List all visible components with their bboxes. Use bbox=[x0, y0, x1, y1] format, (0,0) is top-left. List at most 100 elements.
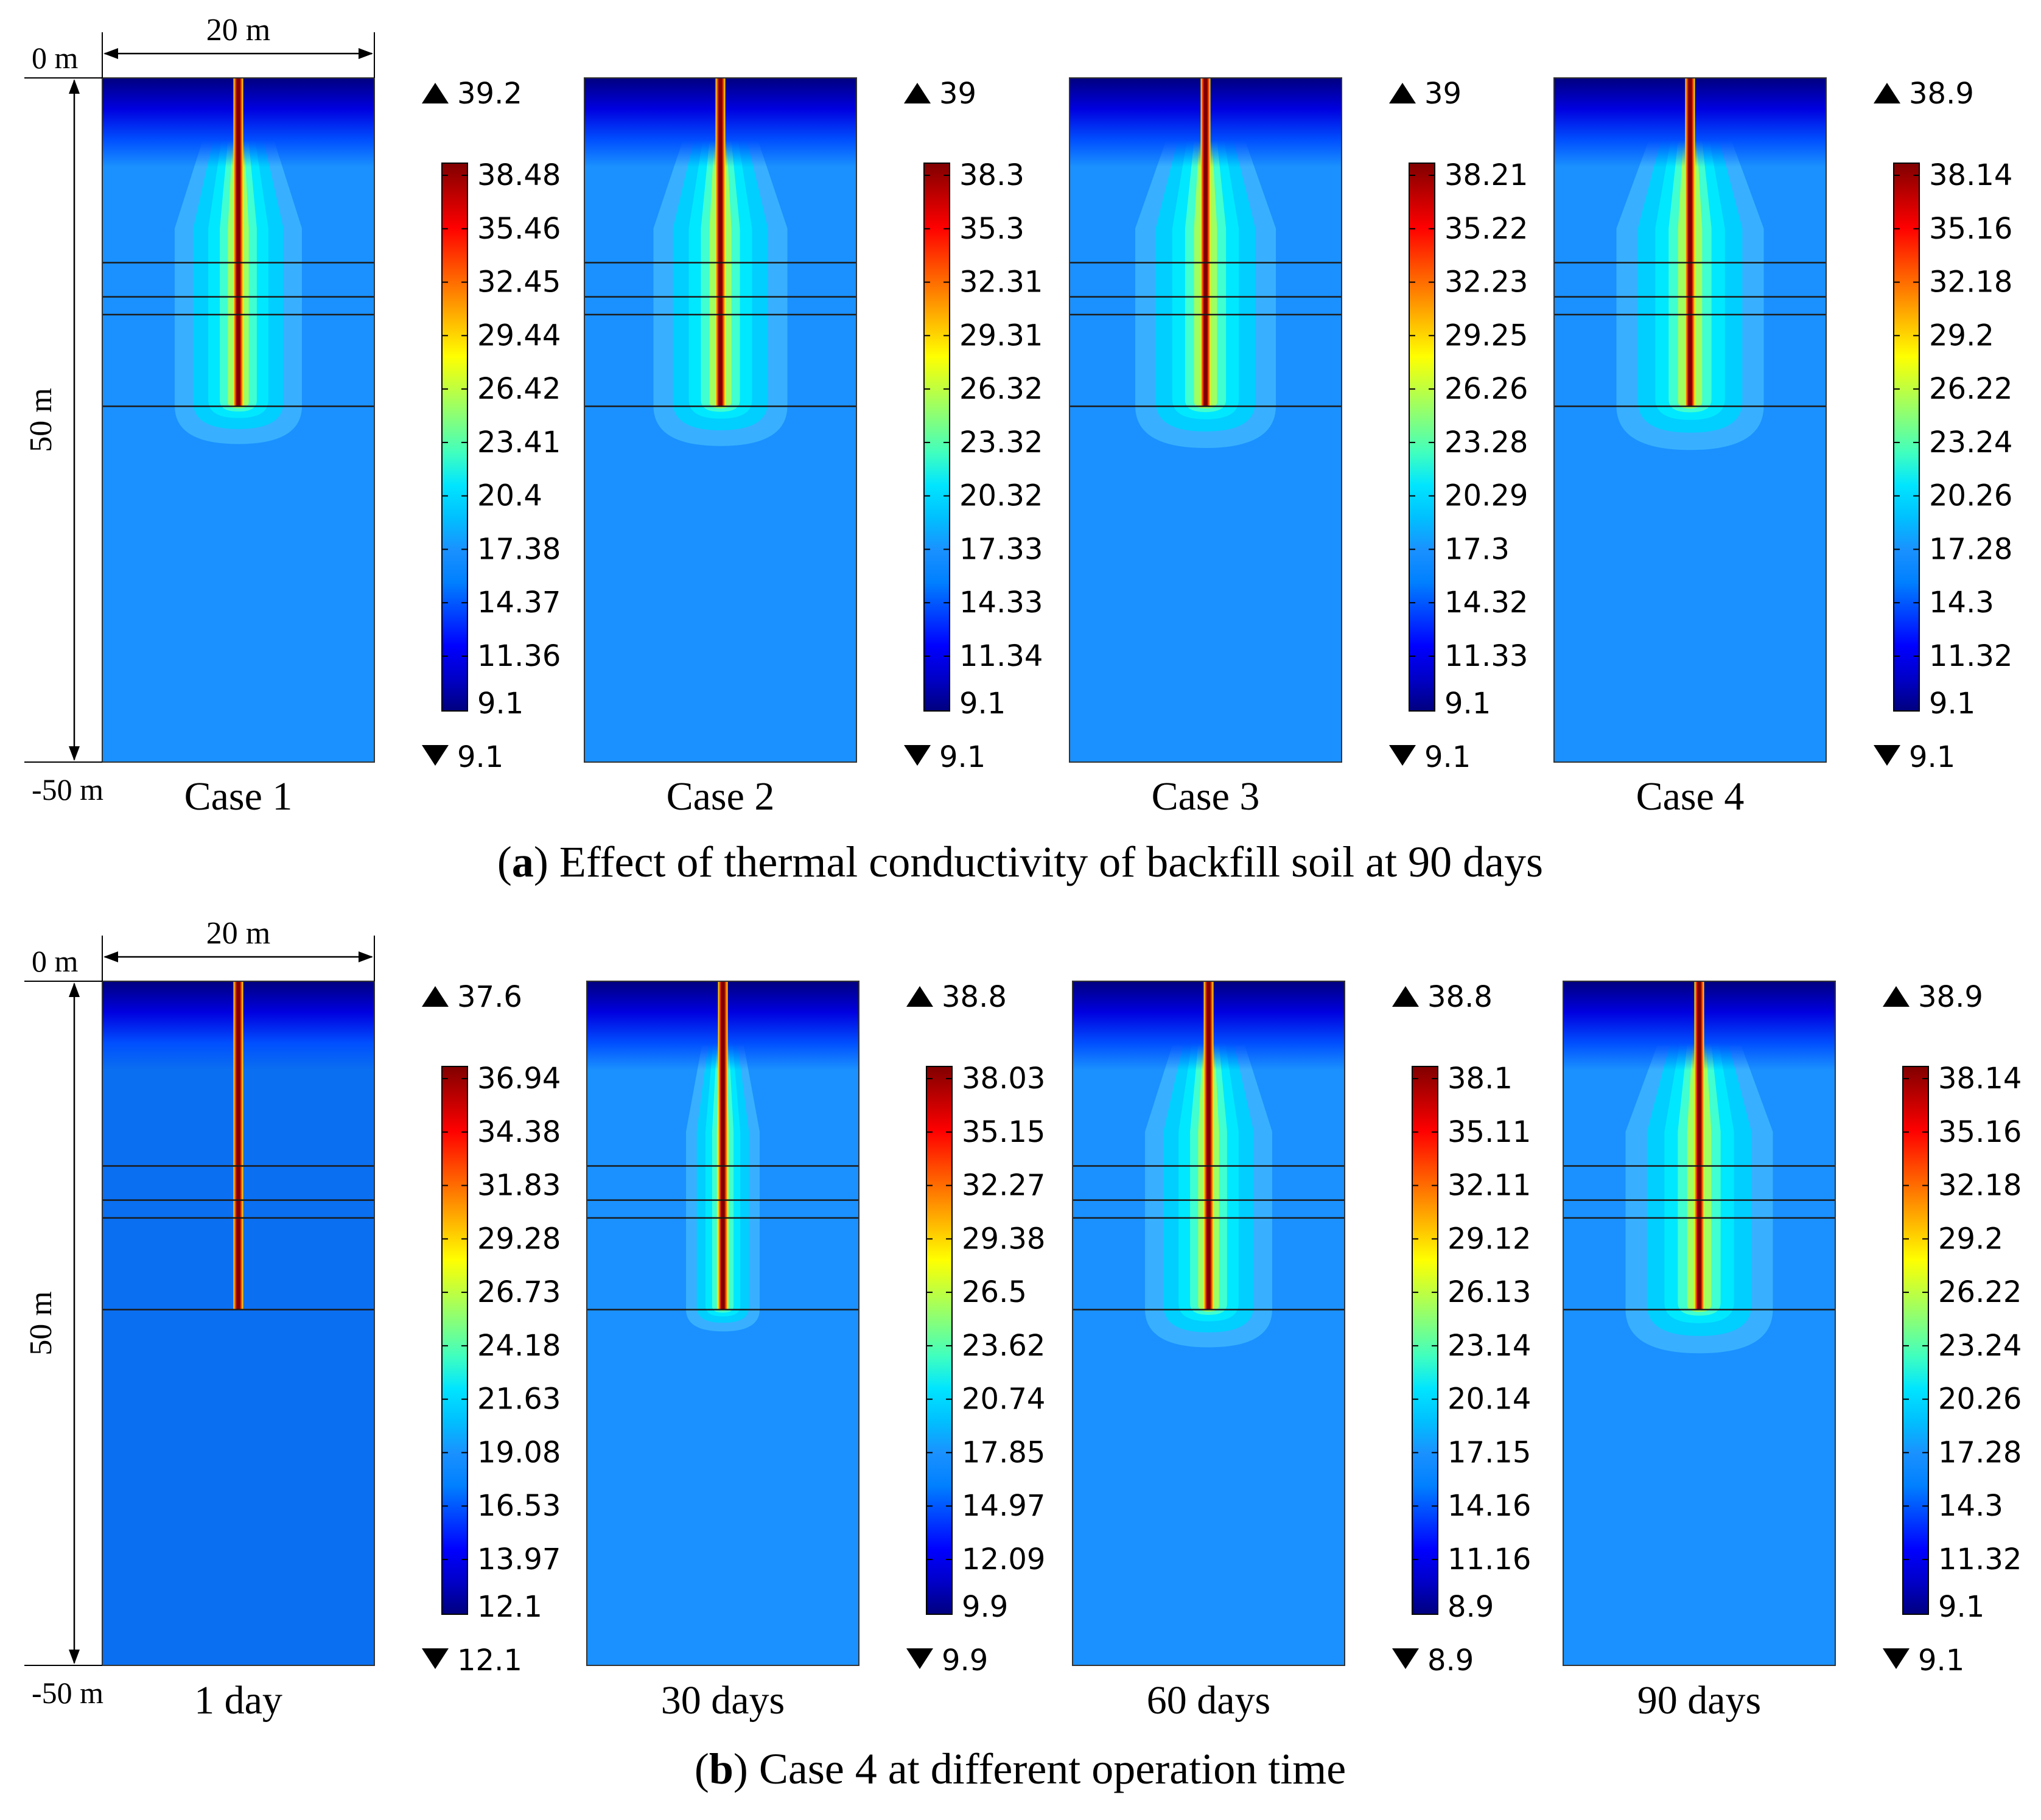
width-label: 20 m bbox=[206, 916, 270, 951]
colorbar-tick-label: 13.97 bbox=[477, 1542, 561, 1577]
colorbar-tick-label: 20.26 bbox=[1938, 1382, 2022, 1416]
colorbar-tick-label: 12.09 bbox=[962, 1542, 1045, 1577]
contour-panel: 39.2 9.1 38.48 35.46 32.45 29.44 26.42 23.41 20.… bbox=[102, 77, 561, 819]
colorbar-tick-label: 38.14 bbox=[1938, 1062, 2022, 1096]
max-value: 38.8 bbox=[1427, 980, 1493, 1014]
max-value: 38.9 bbox=[1918, 980, 1983, 1014]
colorbar-tick-label: 23.32 bbox=[959, 425, 1043, 460]
colorbar-tick-label: 35.16 bbox=[1929, 212, 2012, 246]
colorbar-tick-label: 8.9 bbox=[1448, 1590, 1494, 1624]
colorbar-tick-label: 35.22 bbox=[1444, 212, 1528, 246]
colorbar-tick-label: 21.63 bbox=[477, 1382, 561, 1416]
colorbar-tick-label: 38.48 bbox=[477, 158, 561, 192]
min-triangle-icon bbox=[1389, 745, 1416, 766]
colorbar-tick-label: 20.14 bbox=[1448, 1382, 1531, 1416]
colorbar-tick-label: 32.45 bbox=[477, 265, 561, 299]
colorbar-tick-label: 23.62 bbox=[962, 1329, 1045, 1363]
min-value: 9.9 bbox=[942, 1643, 988, 1678]
colorbar-tick-label: 17.38 bbox=[477, 532, 561, 566]
max-value: 37.6 bbox=[457, 980, 522, 1014]
contour-panel: 38.8 8.9 38.1 35.11 32.11 29.12 26.13 23.14 20.1… bbox=[1072, 980, 1531, 1723]
contour-panel: 38.9 9.1 38.14 35.16 32.18 29.2 26.22 23.24 20.2… bbox=[1553, 77, 2012, 819]
colorbar-tick-label: 14.37 bbox=[477, 586, 561, 620]
colorbar bbox=[1409, 163, 1435, 712]
arrowhead-icon bbox=[69, 746, 80, 761]
colorbar-tick-label: 35.46 bbox=[477, 212, 561, 246]
colorbar-tick-label: 17.3 bbox=[1444, 532, 1510, 566]
top-depth-label: 0 m bbox=[32, 41, 79, 75]
max-triangle-icon bbox=[1883, 986, 1910, 1007]
subfigure-caption: (b) Case 4 at different operation time bbox=[695, 1745, 1346, 1793]
colorbar-tick-label: 20.32 bbox=[959, 479, 1043, 513]
colorbar-tick-label: 11.33 bbox=[1444, 639, 1528, 673]
max-value: 39 bbox=[939, 77, 976, 111]
colorbar bbox=[1412, 1066, 1438, 1615]
colorbar bbox=[1893, 163, 1920, 712]
heat-exchanger-pipe bbox=[715, 78, 726, 407]
colorbar-tick-label: 32.18 bbox=[1929, 265, 2012, 299]
heat-exchanger-pipe bbox=[233, 78, 243, 407]
min-triangle-icon bbox=[1883, 1648, 1910, 1669]
colorbar-tick-label: 11.36 bbox=[477, 639, 561, 673]
colorbar-tick-label: 14.16 bbox=[1448, 1489, 1531, 1523]
colorbar-tick-label: 38.3 bbox=[959, 158, 1024, 192]
panel-label: 60 days bbox=[1147, 1678, 1270, 1723]
colorbar-tick-label: 12.1 bbox=[477, 1590, 542, 1624]
colorbar-tick-label: 9.1 bbox=[1929, 687, 1975, 721]
colorbar-tick-label: 11.16 bbox=[1448, 1542, 1531, 1577]
panel-label: 90 days bbox=[1637, 1678, 1761, 1723]
colorbar-tick-label: 17.85 bbox=[962, 1435, 1045, 1469]
domain-outline bbox=[1563, 981, 1836, 1666]
colorbar-tick-label: 29.2 bbox=[1938, 1222, 2003, 1256]
colorbar bbox=[1902, 1066, 1929, 1615]
panel-label: Case 2 bbox=[667, 774, 775, 819]
arrowhead-icon bbox=[69, 1650, 80, 1664]
min-triangle-icon bbox=[1874, 745, 1900, 766]
colorbar-tick-label: 14.97 bbox=[962, 1489, 1045, 1523]
min-triangle-icon bbox=[422, 1648, 449, 1669]
panel-label: 30 days bbox=[661, 1678, 785, 1723]
colorbar-tick-label: 35.11 bbox=[1448, 1115, 1531, 1149]
contour-panel: 39 9.1 38.21 35.22 32.23 29.25 26.26 23.28 20.29… bbox=[1069, 77, 1528, 819]
colorbar bbox=[441, 1066, 468, 1615]
top-depth-label: 0 m bbox=[32, 944, 79, 978]
panel-label: 1 day bbox=[194, 1678, 282, 1723]
colorbar-tick-label: 23.24 bbox=[1929, 425, 2012, 460]
colorbar-tick-label: 11.32 bbox=[1938, 1542, 2022, 1577]
colorbar-tick-label: 11.34 bbox=[959, 639, 1043, 673]
colorbar-tick-label: 20.74 bbox=[962, 1382, 1045, 1416]
colorbar-tick-label: 32.11 bbox=[1448, 1169, 1531, 1203]
colorbar-tick-label: 29.44 bbox=[477, 318, 561, 352]
arrowhead-icon bbox=[69, 982, 80, 997]
colorbar-tick-label: 20.4 bbox=[477, 479, 542, 513]
colorbar-tick-label: 17.28 bbox=[1929, 532, 2012, 566]
min-triangle-icon bbox=[906, 1648, 933, 1669]
max-triangle-icon bbox=[1392, 986, 1419, 1007]
bottom-depth-label: -50 m bbox=[32, 1676, 103, 1710]
arrowhead-icon bbox=[103, 48, 118, 59]
colorbar-tick-label: 9.1 bbox=[959, 687, 1006, 721]
contour-panel: 39 9.1 38.3 35.3 32.31 29.31 26.32 23.32 20.32 17… bbox=[584, 77, 1043, 819]
domain-outline bbox=[1072, 981, 1345, 1666]
domain-outline bbox=[586, 981, 859, 1666]
colorbar-tick-label: 38.1 bbox=[1448, 1062, 1513, 1096]
depth-label: 50 m bbox=[24, 1291, 58, 1355]
colorbar-tick-label: 26.13 bbox=[1448, 1275, 1531, 1309]
colorbar-tick-label: 31.83 bbox=[477, 1169, 561, 1203]
domain-outline bbox=[102, 981, 375, 1666]
colorbar-tick-label: 32.18 bbox=[1938, 1169, 2022, 1203]
colorbar-tick-label: 23.41 bbox=[477, 425, 561, 460]
colorbar-tick-label: 26.26 bbox=[1444, 372, 1528, 406]
colorbar-tick-label: 32.23 bbox=[1444, 265, 1528, 299]
contour-panel: 38.9 9.1 38.14 35.16 32.18 29.2 26.22 23.24 20.2… bbox=[1563, 980, 2022, 1723]
colorbar-tick-label: 35.16 bbox=[1938, 1115, 2022, 1149]
heat-exchanger-pipe bbox=[1203, 981, 1214, 1310]
dimension-annotations: 20 m 50 m 0 m -50 m bbox=[24, 916, 375, 1710]
min-triangle-icon bbox=[1392, 1648, 1419, 1669]
heat-exchanger-pipe bbox=[233, 981, 243, 1310]
colorbar-tick-label: 38.14 bbox=[1929, 158, 2012, 192]
colorbar-tick-label: 9.9 bbox=[962, 1590, 1008, 1624]
domain-outline bbox=[1069, 77, 1342, 763]
colorbar-tick-label: 23.28 bbox=[1444, 425, 1528, 460]
colorbar-tick-label: 14.3 bbox=[1938, 1489, 2003, 1523]
